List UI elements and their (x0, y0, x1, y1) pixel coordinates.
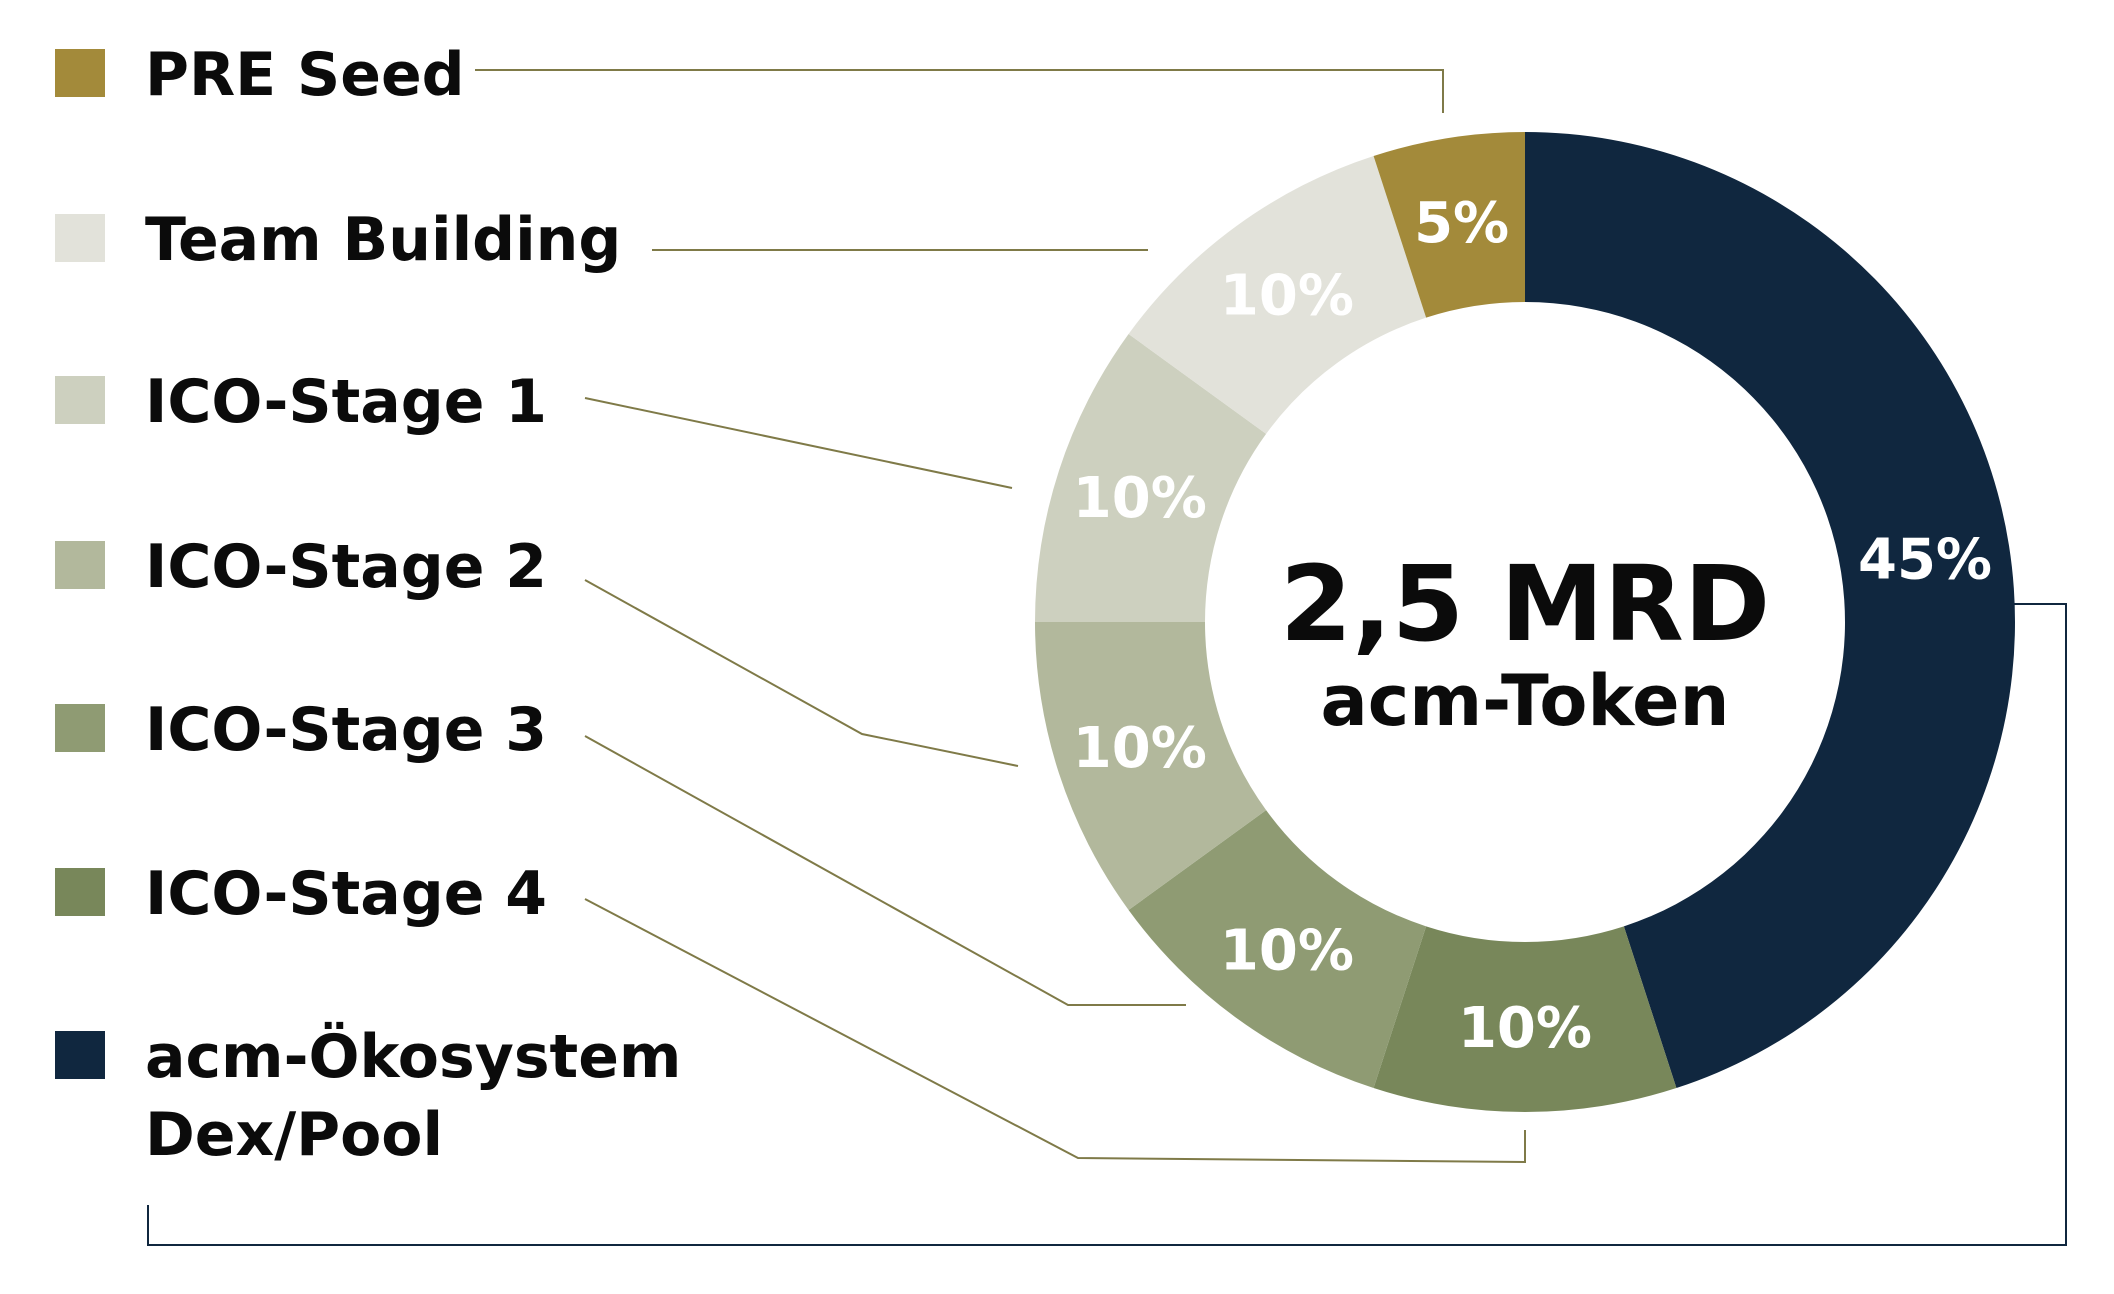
legend-label-team-building: Team Building (145, 205, 621, 275)
leader-line-ico-stage-3 (584, 735, 1186, 1006)
slice-pre-seed (1373, 132, 1525, 318)
legend-label-ico-stage-1: ICO-Stage 1 (145, 367, 547, 437)
slice-ico-stage-4 (1373, 926, 1677, 1112)
slice-value-label-ico-stage-3: 10% (1220, 919, 1354, 984)
legend-swatch-acm-oekosystem (55, 1031, 105, 1079)
leader-line-ico-stage-4 (584, 898, 1526, 1164)
leader-line-ico-stage-2 (584, 579, 1019, 767)
slice-value-labels: 45% 10% 10% 10% 10% 10% 5% (1073, 191, 1992, 1061)
legend-swatch-team-building (55, 214, 105, 262)
center-unit: acm-Token (1321, 660, 1730, 742)
center-value: 2,5 MRD (1280, 543, 1770, 665)
legend-swatch-ico-stage-3 (55, 704, 105, 752)
leader-line-acm-oekosystem (147, 603, 2067, 1246)
legend-swatch-ico-stage-1 (55, 376, 105, 424)
slice-team-building (1128, 155, 1427, 434)
legend: PRE Seed Team Building ICO-Stage 1 ICO-Stag… (55, 40, 681, 1170)
slice-value-label-pre-seed: 5% (1414, 191, 1509, 256)
leader-line-ico-stage-1 (584, 397, 1013, 489)
slice-value-label-ico-stage-1: 10% (1073, 466, 1207, 531)
donut-center: 2,5 MRD acm-Token (1280, 543, 1770, 742)
legend-label-acm-oekosystem: acm-Ökosystem (145, 1021, 681, 1092)
slice-value-label-team-building: 10% (1220, 263, 1354, 328)
leader-lines (147, 69, 2067, 1246)
donut-slices (1035, 132, 2015, 1112)
slice-value-label-acm-oekosystem: 45% (1858, 528, 1992, 593)
slice-ico-stage-1 (1035, 333, 1267, 622)
legend-label-pre-seed: PRE Seed (145, 40, 465, 110)
slice-value-label-ico-stage-2: 10% (1073, 716, 1207, 781)
leader-line-pre-seed (475, 69, 1444, 113)
slice-ico-stage-3 (1128, 810, 1427, 1089)
legend-swatch-pre-seed (55, 49, 105, 97)
legend-label-ico-stage-3: ICO-Stage 3 (145, 695, 547, 765)
legend-swatch-ico-stage-2 (55, 541, 105, 589)
slice-acm-oekosystem (1525, 132, 2015, 1089)
slice-ico-stage-2 (1035, 622, 1267, 911)
legend-label-ico-stage-4: ICO-Stage 4 (145, 859, 547, 929)
slice-value-label-ico-stage-4: 10% (1458, 996, 1592, 1061)
legend-label-line2-acm-oekosystem: Dex/Pool (145, 1100, 443, 1170)
legend-label-ico-stage-2: ICO-Stage 2 (145, 532, 547, 602)
legend-swatch-ico-stage-4 (55, 868, 105, 916)
